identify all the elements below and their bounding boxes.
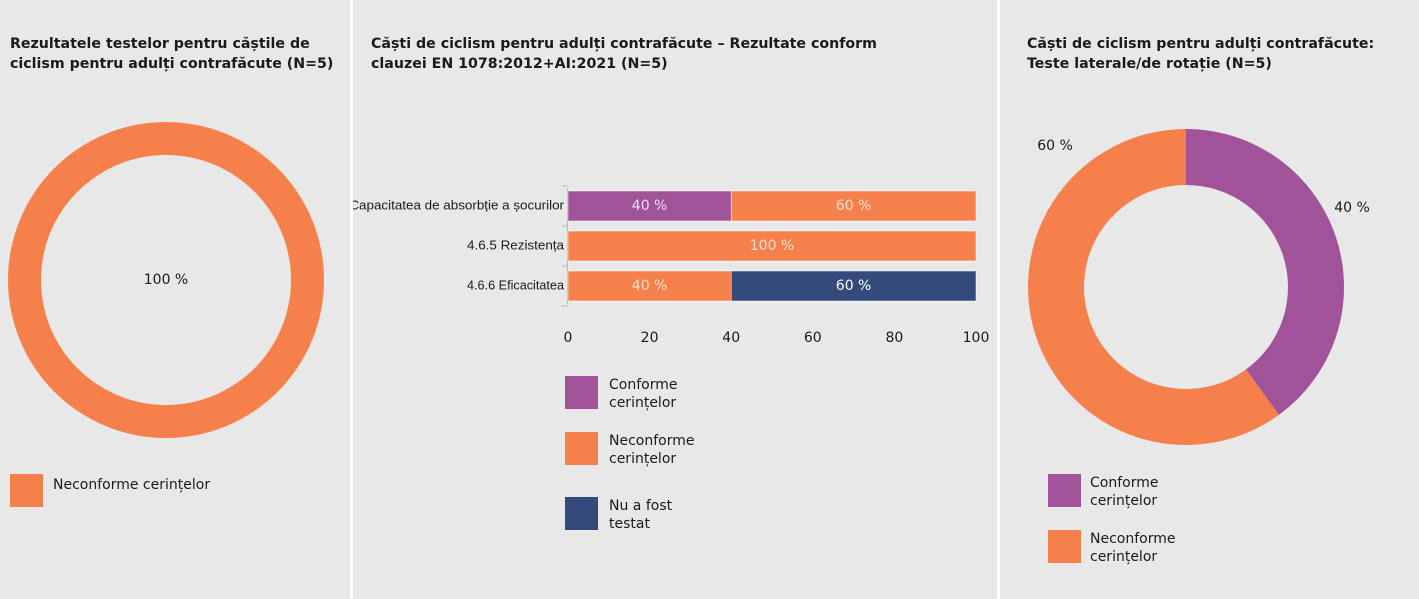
- x-tick-label: 20: [641, 330, 659, 346]
- legend-item-neconforme: Neconforme cerințelor: [1048, 530, 1200, 566]
- legend-swatch-neconforme: [565, 432, 598, 465]
- data-label-neconforme: 100 %: [144, 272, 188, 288]
- x-tick-label: 80: [885, 330, 903, 346]
- legend-item-conforme: Conforme cerințelor: [1048, 474, 1200, 510]
- data-label-conforme: 40 %: [1334, 200, 1370, 216]
- legend-swatch-conforme: [565, 376, 598, 409]
- pie-slice-conforme: [1186, 129, 1344, 415]
- data-label: 100 %: [750, 238, 794, 254]
- category-label: 4.6.5 Rezistența: [467, 238, 564, 252]
- x-tick-label: 40: [722, 330, 740, 346]
- bar-segment-conforme: [567, 190, 732, 222]
- legend-item-conforme: Conforme cerințelor: [565, 376, 709, 412]
- chart-title: Căști de ciclism pentru adulți contrafăc…: [371, 36, 877, 72]
- legend-label: Neconforme cerințelor: [53, 477, 211, 493]
- legend-label: Neconforme cerințelor: [1090, 531, 1176, 565]
- legend-label: Neconforme cerințelor: [609, 433, 695, 467]
- pie-slice-neconforme: [1028, 129, 1279, 445]
- legend-label: Nu a fost testat: [609, 498, 673, 532]
- bar-segment-neconforme: [730, 190, 977, 222]
- panel-clause-results: Căști de ciclism pentru adulți contrafăc…: [353, 0, 997, 599]
- panel-total-results: Rezultatele testelor pentru căștile de c…: [0, 0, 350, 599]
- legend-swatch-netestat: [565, 497, 598, 530]
- bar-segment-netestat: [730, 270, 977, 302]
- category-label: 4.4 Capacitatea de absorbție a șocurilor: [353, 198, 564, 212]
- data-label: 40 %: [632, 278, 668, 294]
- donut-chart-total: 100 %: [8, 122, 324, 438]
- donut-chart-lateral: 40 % 60 %: [1028, 129, 1370, 445]
- stacked-bar-chart: 4.4 Capacitatea de absorbție a șocurilor…: [353, 185, 990, 346]
- category-label: 4.6.6 Eficacitatea: [467, 278, 564, 292]
- legend-item-neconforme: Neconforme cerințelor: [565, 432, 709, 468]
- data-label: 40 %: [632, 198, 668, 214]
- legend-swatch-conforme: [1048, 474, 1081, 507]
- legend-item-netestat: Nu a fost testat: [565, 497, 693, 533]
- data-label: 60 %: [836, 198, 872, 214]
- x-tick-label: 60: [804, 330, 822, 346]
- legend-swatch-neconforme: [1048, 530, 1081, 563]
- chart-title: Rezultatele testelor pentru căștile de c…: [10, 36, 334, 72]
- legend-item-neconforme: Neconforme cerințelor: [10, 474, 210, 507]
- data-label: 60 %: [836, 278, 872, 294]
- legend-swatch-neconforme: [10, 474, 43, 507]
- bar-segment-neconforme: [567, 270, 732, 302]
- legend-label: Conforme cerințelor: [609, 377, 678, 411]
- chart-title: Căști de ciclism pentru adulți contrafăc…: [1027, 36, 1375, 72]
- panel-lateral-rotation: Căști de ciclism pentru adulți contrafăc…: [1000, 0, 1419, 599]
- bar-segment-neconforme: [567, 230, 977, 262]
- x-tick-label: 0: [564, 330, 573, 346]
- legend-label: Conforme cerințelor: [1090, 475, 1159, 509]
- x-tick-label: 100: [963, 330, 990, 346]
- data-label-neconforme: 60 %: [1037, 138, 1073, 154]
